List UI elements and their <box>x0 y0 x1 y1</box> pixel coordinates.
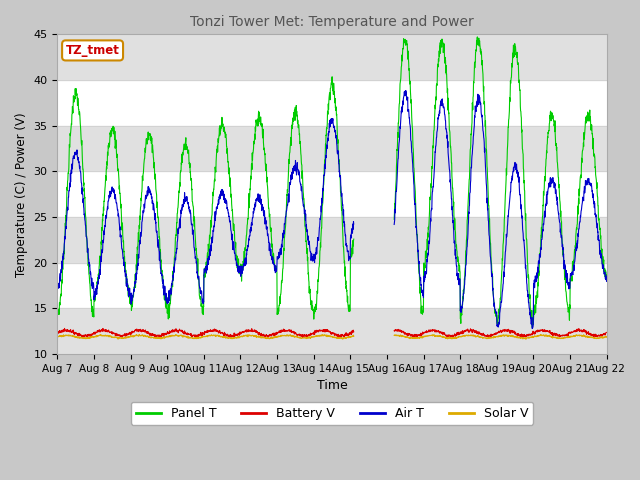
Text: TZ_tmet: TZ_tmet <box>66 44 120 57</box>
Air T <box>54 286 61 292</box>
X-axis label: Time: Time <box>317 379 348 392</box>
Line: Battery V: Battery V <box>58 328 607 338</box>
Air T <box>603 278 611 284</box>
Battery V <box>207 327 214 333</box>
Battery V <box>54 331 61 337</box>
Panel T <box>570 257 577 263</box>
Air T <box>570 263 577 268</box>
Air T <box>207 248 214 253</box>
Air T <box>554 209 562 215</box>
Bar <box>58 35 607 80</box>
Panel T <box>207 223 214 229</box>
Panel T <box>492 312 499 318</box>
Title: Tonzi Tower Met: Temperature and Power: Tonzi Tower Met: Temperature and Power <box>190 15 474 29</box>
Air T <box>492 310 499 315</box>
Solar V <box>492 334 499 340</box>
Solar V <box>207 333 214 338</box>
Battery V <box>348 331 356 336</box>
Y-axis label: Temperature (C) / Power (V): Temperature (C) / Power (V) <box>15 112 28 276</box>
Panel T <box>348 253 356 259</box>
Battery V <box>554 333 562 339</box>
Bar <box>58 309 607 354</box>
Battery V <box>492 331 499 336</box>
Bar <box>58 217 607 263</box>
Solar V <box>348 334 356 340</box>
Battery V <box>603 330 611 336</box>
Solar V <box>570 333 577 338</box>
Line: Panel T: Panel T <box>58 37 607 327</box>
Battery V <box>570 329 577 335</box>
Solar V <box>54 334 61 340</box>
Panel T <box>603 272 611 277</box>
Bar <box>58 126 607 171</box>
Solar V <box>554 336 562 342</box>
Line: Solar V: Solar V <box>58 335 607 339</box>
Panel T <box>54 304 61 310</box>
Solar V <box>603 334 611 340</box>
Air T <box>348 227 356 233</box>
Line: Air T: Air T <box>58 91 607 328</box>
Legend: Panel T, Battery V, Air T, Solar V: Panel T, Battery V, Air T, Solar V <box>131 402 533 425</box>
Panel T <box>554 174 562 180</box>
